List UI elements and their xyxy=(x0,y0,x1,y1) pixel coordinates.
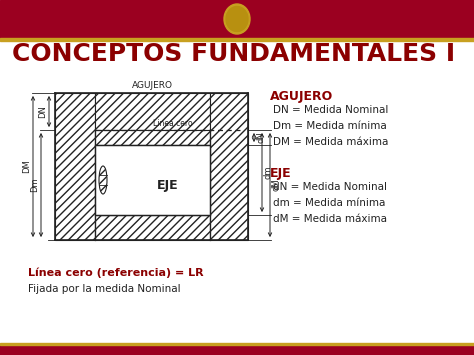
Text: DN: DN xyxy=(38,105,47,118)
Text: DM: DM xyxy=(22,160,31,173)
Bar xyxy=(0,38,474,40)
Text: EJE: EJE xyxy=(157,179,178,191)
Bar xyxy=(0,0,474,38)
Bar xyxy=(95,145,210,215)
Text: dM = Medida máxima: dM = Medida máxima xyxy=(273,214,387,224)
Text: Línea cero (referencia) = LR: Línea cero (referencia) = LR xyxy=(28,268,204,279)
Text: dm = Medida mínima: dm = Medida mínima xyxy=(273,198,385,208)
Text: Linea cero: Linea cero xyxy=(153,119,192,128)
Bar xyxy=(0,345,474,355)
Text: Dm = Medida mínima: Dm = Medida mínima xyxy=(273,121,387,131)
Text: DN = Medida Nominal: DN = Medida Nominal xyxy=(273,105,388,115)
Text: dN: dN xyxy=(256,132,265,143)
Bar xyxy=(210,93,248,240)
Text: dm: dm xyxy=(264,166,273,179)
Text: AGUJERO: AGUJERO xyxy=(270,90,333,103)
Text: CONCEPTOS FUNDAMENTALES I: CONCEPTOS FUNDAMENTALES I xyxy=(12,42,455,66)
Text: AGUJERO: AGUJERO xyxy=(132,81,173,90)
Text: Fijada por la medida Nominal: Fijada por la medida Nominal xyxy=(28,284,181,294)
Text: dM: dM xyxy=(272,179,281,191)
Bar xyxy=(95,215,210,240)
Bar xyxy=(95,93,210,130)
Ellipse shape xyxy=(224,4,250,34)
Bar xyxy=(55,93,95,240)
Text: DM = Medida máxima: DM = Medida máxima xyxy=(273,137,388,147)
Text: dN = Medida Nominal: dN = Medida Nominal xyxy=(273,182,387,192)
Bar xyxy=(95,130,210,145)
Text: EJE: EJE xyxy=(270,167,292,180)
Bar xyxy=(0,343,474,345)
Ellipse shape xyxy=(226,6,248,32)
Ellipse shape xyxy=(99,166,107,194)
Text: Dm: Dm xyxy=(30,178,39,192)
